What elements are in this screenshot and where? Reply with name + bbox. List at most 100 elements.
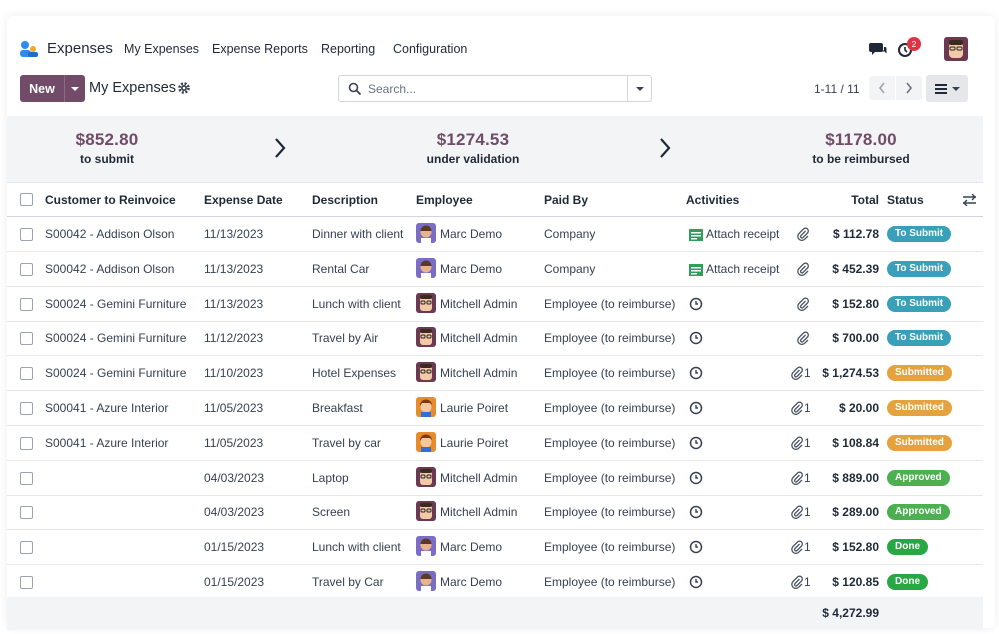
clock-icon[interactable] — [689, 331, 703, 345]
clock-icon[interactable] — [689, 471, 703, 485]
row-checkbox[interactable] — [20, 541, 33, 555]
paperclip-icon[interactable] — [791, 540, 803, 555]
new-button[interactable]: New — [20, 75, 64, 102]
column-header-status[interactable]: Status — [887, 193, 924, 207]
table-row[interactable]: S00024 - Gemini Furniture 11/12/2023 Trave… — [7, 321, 983, 357]
paperclip-icon[interactable] — [791, 401, 803, 415]
table-row[interactable]: 04/03/2023 Laptop Mitchell Admin Employee (… — [7, 461, 983, 496]
employee-avatar[interactable] — [416, 536, 436, 557]
expenses-app-icon[interactable] — [19, 40, 39, 58]
column-header-activities[interactable]: Activities — [686, 193, 740, 207]
row-checkbox[interactable] — [20, 436, 33, 450]
row-checkbox[interactable] — [20, 402, 33, 415]
employee-avatar[interactable] — [416, 327, 436, 348]
user-avatar[interactable] — [944, 37, 968, 61]
menu-expense-reports[interactable]: Expense Reports — [212, 42, 308, 56]
attachment-count: 1 — [804, 505, 811, 520]
table-row[interactable]: S00042 - Addison Olson 11/13/2023 Rental C… — [7, 252, 983, 287]
app-name[interactable]: Expenses — [47, 40, 113, 57]
table-row[interactable]: 01/15/2023 Travel by Car Marc Demo Employee… — [7, 565, 983, 600]
menu-reporting[interactable]: Reporting — [321, 42, 376, 56]
summary-to-submit[interactable]: $852.80 to submit — [7, 130, 207, 166]
paperclip-icon[interactable] — [791, 436, 803, 450]
cell-date: 04/03/2023 — [204, 505, 265, 520]
row-checkbox[interactable] — [20, 297, 33, 311]
table-row[interactable]: S00042 - Addison Olson 11/13/2023 Dinner w… — [7, 217, 983, 252]
menu-my-expenses[interactable]: My Expenses — [124, 42, 200, 56]
table-row[interactable]: S00024 - Gemini Furniture 11/13/2023 Lunch… — [7, 287, 983, 322]
cell-employee: Marc Demo — [440, 540, 503, 555]
row-checkbox[interactable] — [20, 332, 33, 346]
employee-avatar[interactable] — [416, 223, 436, 243]
paperclip-icon[interactable] — [791, 366, 803, 381]
employee-avatar[interactable] — [416, 501, 436, 522]
status-badge: Approved — [887, 504, 950, 521]
paperclip-icon[interactable] — [797, 227, 809, 241]
paperclip-icon[interactable] — [791, 471, 803, 485]
summary-to-be-reimbursed[interactable]: $1178.00 to be reimbursed — [761, 130, 961, 166]
row-checkbox[interactable] — [20, 471, 33, 485]
cell-activity[interactable]: Attach receipt — [706, 227, 780, 241]
select-all-checkbox[interactable] — [20, 193, 33, 206]
table-row[interactable]: 01/15/2023 Lunch with client Marc Demo Empl… — [7, 530, 983, 566]
upload-activity-icon[interactable] — [689, 229, 703, 241]
clock-icon[interactable] — [689, 401, 703, 415]
attachment-count: 1 — [804, 470, 811, 485]
employee-avatar[interactable] — [416, 292, 436, 313]
employee-avatar[interactable] — [416, 571, 436, 591]
upload-activity-icon[interactable] — [689, 263, 703, 276]
clock-icon[interactable] — [689, 575, 703, 589]
column-header-employee[interactable]: Employee — [416, 193, 473, 207]
column-header-date[interactable]: Expense Date — [204, 193, 283, 207]
summary-under-validation[interactable]: $1274.53 under validation — [373, 130, 573, 166]
gear-icon[interactable] — [177, 81, 191, 95]
clock-icon[interactable] — [689, 505, 703, 519]
row-checkbox[interactable] — [20, 576, 33, 589]
employee-avatar[interactable] — [416, 466, 436, 487]
summary-label: to submit — [80, 152, 134, 166]
clock-icon[interactable] — [689, 297, 703, 311]
pager-next-button[interactable] — [896, 76, 922, 100]
row-checkbox[interactable] — [20, 262, 33, 276]
cell-date: 11/13/2023 — [204, 261, 264, 276]
summary-amount: $1178.00 — [825, 130, 897, 149]
new-dropdown-button[interactable] — [64, 75, 85, 102]
pager-value[interactable]: 1-11 / 11 — [814, 82, 860, 96]
optional-columns-icon[interactable] — [963, 194, 976, 206]
cell-total: $ 112.78 — [832, 227, 879, 241]
row-checkbox[interactable] — [20, 506, 33, 520]
employee-avatar[interactable] — [416, 431, 436, 452]
pager-previous-button[interactable] — [869, 76, 895, 100]
column-header-customer[interactable]: Customer to Reinvoice — [45, 193, 176, 207]
column-header-total[interactable]: Total — [851, 193, 879, 207]
table-row[interactable]: 04/03/2023 Screen Mitchell Admin Employee (… — [7, 495, 983, 531]
table-row[interactable]: S00024 - Gemini Furniture 11/10/2023 Hotel… — [7, 356, 983, 392]
employee-avatar[interactable] — [416, 397, 436, 417]
search-input[interactable] — [368, 80, 624, 98]
list-view-switcher[interactable] — [926, 75, 968, 102]
column-header-description[interactable]: Description — [312, 193, 379, 207]
column-header-paid-by[interactable]: Paid By — [544, 193, 589, 207]
employee-avatar[interactable] — [416, 362, 436, 383]
cell-paid-by: Employee (to reimburse) — [544, 331, 676, 346]
search-options-toggle[interactable] — [627, 76, 651, 101]
paperclip-icon[interactable] — [791, 575, 803, 589]
paperclip-icon[interactable] — [797, 297, 809, 311]
employee-avatar[interactable] — [416, 257, 436, 278]
list-view-icon — [934, 83, 947, 94]
expense-summary: $852.80 to submit $1274.53 under validat… — [7, 116, 983, 183]
clock-icon[interactable] — [689, 436, 703, 450]
row-checkbox[interactable] — [20, 367, 33, 381]
cell-total: $ 152.80 — [832, 540, 879, 555]
clock-icon[interactable] — [689, 366, 703, 380]
clock-icon[interactable] — [689, 540, 703, 554]
menu-configuration[interactable]: Configuration — [393, 42, 468, 56]
row-checkbox[interactable] — [20, 228, 33, 241]
cell-activity[interactable]: Attach receipt — [706, 261, 780, 276]
paperclip-icon[interactable] — [797, 331, 809, 346]
paperclip-icon[interactable] — [791, 505, 803, 520]
table-row[interactable]: S00041 - Azure Interior 11/05/2023 Travel … — [7, 426, 983, 461]
paperclip-icon[interactable] — [797, 262, 809, 276]
chat-icon[interactable] — [869, 40, 887, 58]
table-row[interactable]: S00041 - Azure Interior 11/05/2023 Breakfa… — [7, 391, 983, 426]
